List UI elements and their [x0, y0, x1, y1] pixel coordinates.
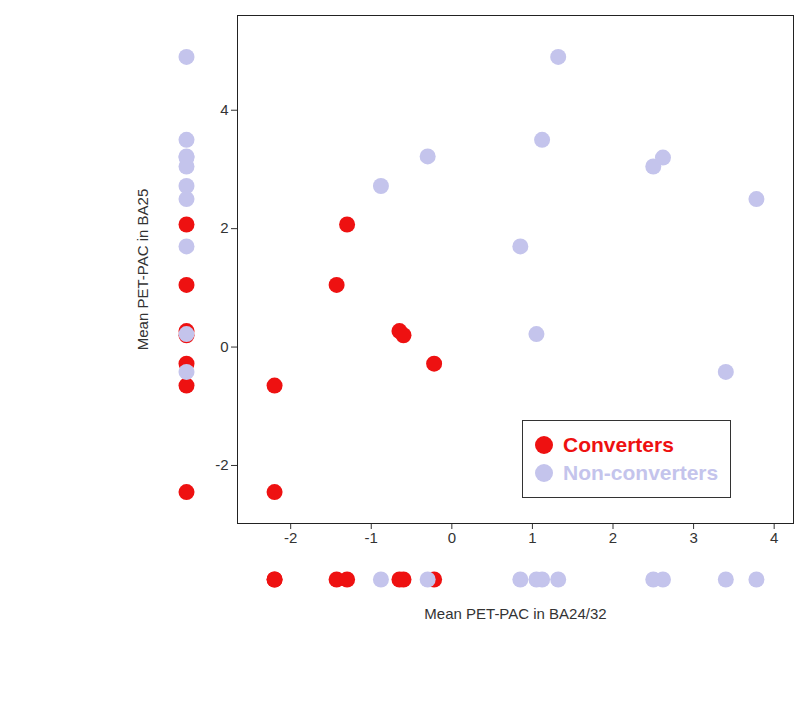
html-text:Non-converters: Non-converters	[563, 461, 719, 484]
svg-text:3: 3	[689, 529, 697, 546]
svg-text:-2: -2	[215, 456, 228, 473]
svg-text:-2: -2	[284, 529, 297, 546]
svg-text:Mean PET-PAC in BA25: Mean PET-PAC in BA25	[134, 189, 151, 350]
svg-text:1: 1	[528, 529, 536, 546]
svg-text:-1: -1	[365, 529, 378, 546]
svg-text:Mean PET-PAC in BA24/32: Mean PET-PAC in BA24/32	[424, 605, 606, 622]
svg-text:4: 4	[220, 101, 228, 118]
svg-text:0: 0	[448, 529, 456, 546]
svg-text:0: 0	[220, 338, 228, 355]
html-text:Converters: Converters	[563, 433, 674, 456]
svg-text:2: 2	[220, 219, 228, 236]
svg-text:4: 4	[770, 529, 778, 546]
svg-text:2: 2	[609, 529, 617, 546]
